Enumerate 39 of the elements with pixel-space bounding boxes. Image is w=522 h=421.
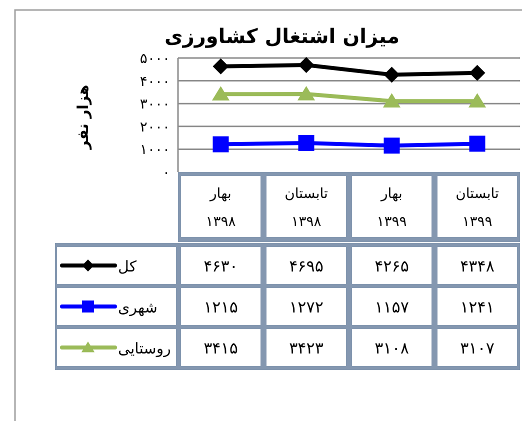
y-tick-label: ۱۰۰۰ bbox=[140, 142, 170, 158]
y-tick-label: ۵۰۰۰ bbox=[140, 51, 170, 67]
x-tick-label: تابستان ۱۳۹۸ bbox=[284, 185, 328, 232]
point bbox=[212, 58, 229, 74]
point bbox=[469, 136, 486, 152]
y-axis-title: هزار نفر bbox=[74, 84, 92, 150]
legend-label: روستایی bbox=[118, 340, 171, 358]
data-label: ۳۱۰۷ bbox=[460, 338, 495, 358]
y-tick-label: ۴۰۰۰ bbox=[140, 74, 170, 90]
data-label: ۱۲۴۱ bbox=[460, 298, 494, 316]
point bbox=[297, 86, 316, 100]
data-label: ۳۱۰۸ bbox=[374, 338, 410, 358]
legend-label: شهری bbox=[118, 298, 158, 316]
chart-title: میزان اشتغال کشاورزی bbox=[164, 24, 400, 48]
y-tick-label: ۲۰۰۰ bbox=[140, 119, 170, 136]
point bbox=[382, 93, 401, 108]
x-tick-label: بهار ۱۳۹۹ bbox=[376, 185, 407, 232]
data-label: ۱۲۱۵ bbox=[204, 298, 238, 316]
data-label: ۳۴۲۳ bbox=[289, 338, 324, 358]
x-tick-label: بهار ۱۳۹۸ bbox=[206, 185, 236, 232]
point bbox=[298, 56, 314, 73]
y-tick-label: ۳۰۰۰ bbox=[140, 96, 170, 113]
point bbox=[212, 86, 230, 101]
point bbox=[212, 136, 229, 152]
data-label: ۳۴۱۵ bbox=[204, 338, 238, 358]
data-label: ۴۲۶۵ bbox=[374, 256, 409, 276]
data-label: ۴۶۳۰ bbox=[204, 256, 238, 276]
y-tick-label: ۰ bbox=[162, 165, 170, 181]
data-label: ۴۳۴۸ bbox=[460, 256, 495, 276]
point bbox=[384, 138, 400, 154]
point bbox=[384, 66, 400, 83]
x-tick-label: تابستان ۱۳۹۹ bbox=[456, 185, 499, 232]
point bbox=[468, 93, 486, 108]
data-label: ۴۶۹۵ bbox=[289, 256, 324, 276]
point bbox=[298, 135, 314, 151]
point bbox=[469, 64, 486, 81]
legend-label: کل bbox=[118, 258, 138, 276]
data-label: ۱۲۷۲ bbox=[289, 298, 324, 316]
data-label: ۱۱۵۷ bbox=[374, 298, 410, 316]
